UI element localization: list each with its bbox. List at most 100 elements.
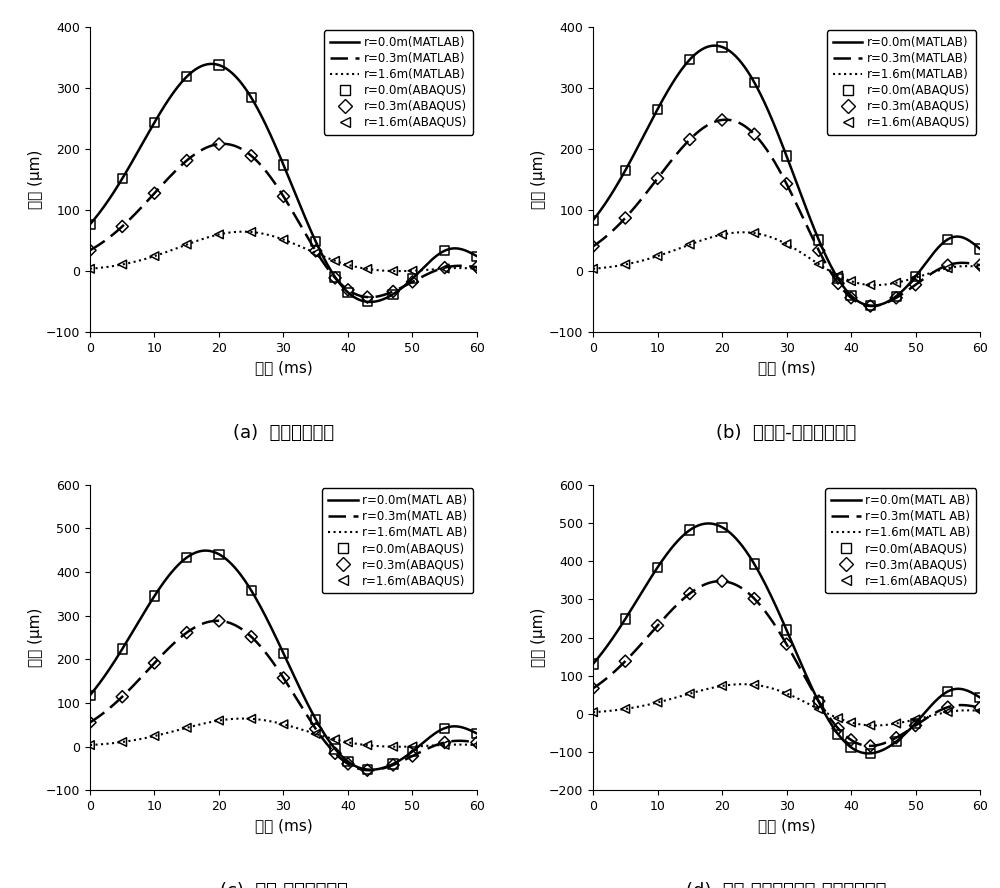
Point [714,113,730,127]
Point [340,258,356,272]
Point [843,733,859,747]
Point [585,213,601,227]
Text: (d)  面层-基层、底基层-土基完全滑动: (d) 面层-基层、底基层-土基完全滑动 [686,882,887,888]
Point [714,678,730,693]
Point [114,735,130,749]
Point [682,52,698,67]
Point [340,285,356,299]
Point [617,702,633,716]
Point [682,132,698,147]
Point [82,688,98,702]
Point [830,268,846,282]
Point [908,716,924,730]
Point [308,712,324,726]
Point [146,115,162,130]
Point [888,290,904,305]
X-axis label: 时间 (ms): 时间 (ms) [255,819,312,834]
Point [830,276,846,290]
Point [275,158,291,172]
Point [972,260,988,274]
Point [385,740,401,754]
Point [437,721,453,735]
Point [811,702,827,717]
Point [617,163,633,178]
Point [779,686,795,701]
Y-axis label: 弯沉 (μm): 弯沉 (μm) [531,608,546,667]
Point [650,171,666,186]
Point [404,740,420,754]
Point [940,233,956,247]
Point [650,618,666,632]
Point [437,243,453,258]
Point [404,272,420,286]
Text: (b)  底基层-土基完全滑动: (b) 底基层-土基完全滑动 [716,424,857,441]
Point [275,646,291,661]
Point [682,523,698,537]
Point [327,741,343,756]
Point [469,262,485,276]
Point [437,735,453,749]
Point [327,270,343,284]
Point [888,289,904,304]
Point [114,690,130,704]
Point [211,614,227,628]
Point [340,282,356,297]
Point [830,272,846,286]
Point [746,226,762,240]
Point [682,586,698,600]
Y-axis label: 弯沉 (μm): 弯沉 (μm) [28,150,43,209]
X-axis label: 时间 (ms): 时间 (ms) [255,361,312,376]
Point [862,278,878,292]
Point [830,721,846,735]
Point [243,630,259,644]
Point [862,298,878,313]
Point [908,718,924,733]
Point [779,637,795,651]
Point [359,763,375,777]
Point [275,189,291,203]
Point [114,642,130,656]
Point [843,290,859,305]
Point [359,763,375,777]
Text: (a)  完全连续结构: (a) 完全连续结构 [233,424,334,441]
Point [617,258,633,272]
Point [82,243,98,258]
Point [308,244,324,258]
Point [114,171,130,186]
Point [617,210,633,225]
Point [585,262,601,276]
Point [275,233,291,247]
Point [714,574,730,588]
Point [682,237,698,251]
Point [779,177,795,191]
Point [385,284,401,298]
Point [888,717,904,731]
Point [940,705,956,719]
Point [714,227,730,242]
Point [211,58,227,72]
Point [179,625,195,639]
Point [469,249,485,263]
Point [327,746,343,760]
Point [385,757,401,772]
Point [746,678,762,692]
Point [746,75,762,90]
Point [243,148,259,163]
Point [82,218,98,232]
Point [811,694,827,709]
Point [843,274,859,289]
Point [746,557,762,571]
Point [82,262,98,276]
Legend: r=0.0m(MATL AB), r=0.3m(MATL AB), r=1.6m(MATL AB), r=0.0m(ABAQUS), r=0.3m(ABAQUS: r=0.0m(MATL AB), r=0.3m(MATL AB), r=1.6m… [322,488,473,593]
Point [843,741,859,755]
Point [862,746,878,760]
Point [650,695,666,710]
Point [211,547,227,561]
Point [359,295,375,309]
Point [469,738,485,752]
Point [211,137,227,151]
Point [243,583,259,598]
Point [811,243,827,258]
Point [243,91,259,105]
Point [359,290,375,305]
